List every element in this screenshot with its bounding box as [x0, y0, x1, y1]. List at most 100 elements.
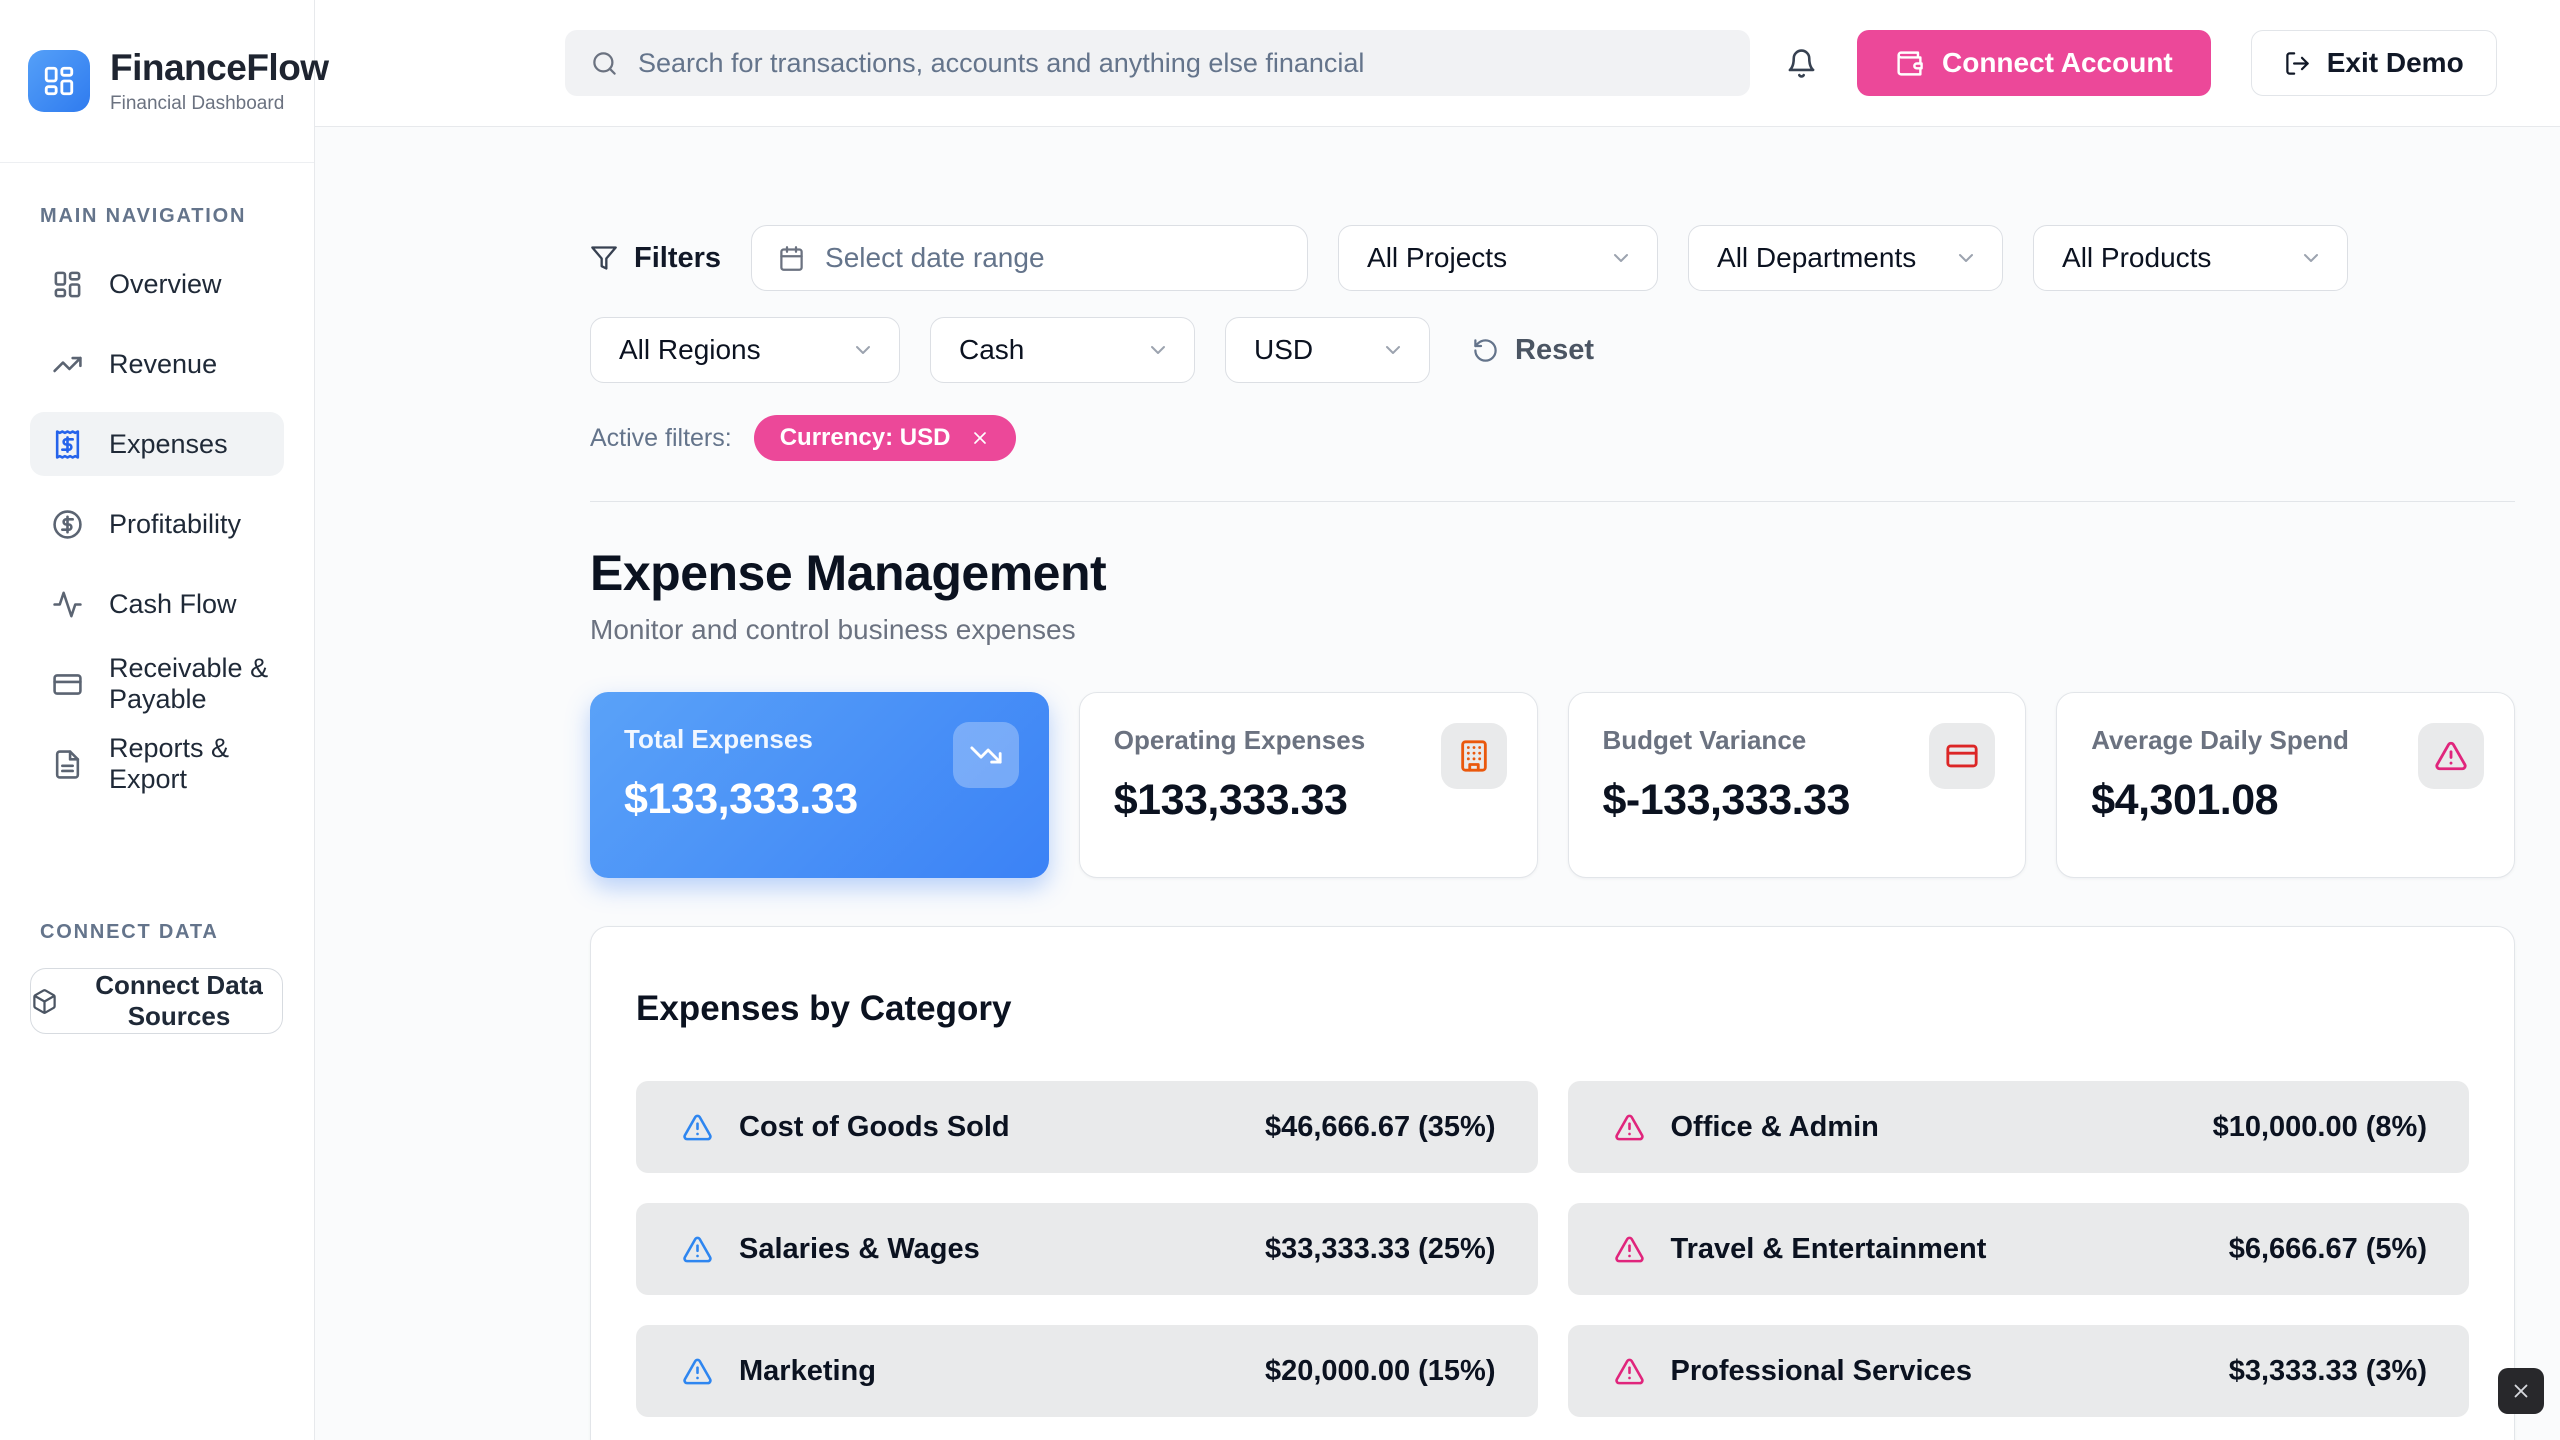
sidebar-item-revenue[interactable]: Revenue	[30, 332, 284, 396]
connect-account-label: Connect Account	[1942, 47, 2173, 78]
filter-select-all-products[interactable]: All Products	[2033, 225, 2349, 291]
filters-row-2: All Regions Cash USD Reset	[590, 317, 2515, 383]
exit-demo-button[interactable]: Exit Demo	[2250, 30, 2497, 96]
warning-icon	[1614, 1234, 1645, 1265]
chevron-down-icon	[1146, 338, 1170, 362]
sidebar-item-overview[interactable]: Overview	[30, 252, 284, 316]
sidebar-item-label: Expenses	[109, 428, 228, 459]
category-amount: $6,666.67 (5%)	[2228, 1232, 2427, 1265]
filters-title: Filters	[590, 242, 721, 275]
exit-demo-label: Exit Demo	[2326, 47, 2464, 78]
stats-grid: Total Expenses $133,333.33 Operating Expen…	[590, 692, 2515, 878]
stat-value: $133,333.33	[624, 775, 858, 823]
stat-label: Average Daily Spend	[2091, 725, 2349, 755]
warning-icon	[682, 1234, 713, 1265]
expenses-by-category-title: Expenses by Category	[636, 989, 1012, 1028]
category-amount: $33,333.33 (25%)	[1264, 1232, 1496, 1265]
page-subtitle: Monitor and control business expenses	[590, 614, 1076, 645]
layout-dashboard-icon	[42, 64, 76, 98]
credit-card-icon	[52, 669, 83, 700]
category-row-salaries-wages[interactable]: Salaries & Wages $33,333.33 (25%)	[636, 1203, 1538, 1295]
select-value: USD	[1254, 334, 1314, 365]
stat-card-budget-variance: Budget Variance $-133,333.33	[1567, 692, 2027, 878]
chevron-down-icon	[1954, 246, 1978, 270]
chip-label: Currency: USD	[779, 424, 951, 451]
filters-row-1: Filters Select date range All Projects Al…	[590, 225, 2515, 291]
sidebar-item-reports-export[interactable]: Reports & Export	[30, 732, 284, 796]
filter-select-cash[interactable]: Cash	[930, 317, 1195, 383]
category-row-cost-of-goods-sold[interactable]: Cost of Goods Sold $46,666.67 (35%)	[636, 1081, 1538, 1173]
trending-down-icon	[952, 722, 1019, 788]
search-icon	[591, 50, 618, 77]
layout-dashboard-icon	[52, 269, 83, 300]
select-value: Cash	[959, 334, 1025, 365]
logout-icon	[2284, 50, 2311, 77]
nav-section-label: Main Navigation	[40, 205, 247, 227]
brand: FinanceFlow Financial Dashboard	[0, 0, 329, 163]
connect-data-sources-button[interactable]: Connect Data Sources	[30, 968, 283, 1034]
section-divider	[590, 501, 2515, 502]
expenses-by-category-card: Expenses by Category Cost of Goods Sold $…	[590, 926, 2515, 1440]
filter-select-all-projects[interactable]: All Projects	[1338, 225, 1659, 291]
sidebar-item-label: Profitability	[109, 508, 242, 539]
date-range-placeholder: Select date range	[825, 242, 1045, 273]
sidebar-item-expenses[interactable]: Expenses	[30, 412, 284, 476]
rotate-ccw-icon	[1472, 337, 1499, 364]
search-input[interactable]	[638, 47, 1724, 79]
select-value: All Departments	[1717, 242, 1917, 273]
bell-icon[interactable]	[1786, 48, 1817, 79]
category-name: Professional Services	[1670, 1354, 1972, 1387]
category-name: Travel & Entertainment	[1670, 1232, 1987, 1265]
stat-label: Budget Variance	[1602, 725, 1807, 755]
app-logo	[28, 50, 90, 112]
connect-section-label: Connect Data	[40, 921, 219, 943]
category-name: Office & Admin	[1670, 1110, 1879, 1143]
app-subtitle: Financial Dashboard	[110, 93, 285, 114]
main-navigation: Overview Revenue Expenses Profitability Cash…	[0, 252, 314, 796]
sidebar: FinanceFlow Financial Dashboard Main Nav…	[0, 0, 329, 1440]
filter-select-all-departments[interactable]: All Departments	[1688, 225, 2004, 291]
stat-value: $133,333.33	[1113, 776, 1348, 824]
category-row-marketing[interactable]: Marketing $20,000.00 (15%)	[636, 1325, 1538, 1417]
currency-filter-chip[interactable]: Currency: USD	[753, 415, 1017, 461]
warning-icon	[1614, 1112, 1645, 1143]
category-name: Salaries & Wages	[739, 1232, 980, 1265]
category-row-office-admin[interactable]: Office & Admin $10,000.00 (8%)	[1567, 1081, 2469, 1173]
reset-label: Reset	[1515, 333, 1594, 366]
chip-close-icon[interactable]	[970, 428, 990, 448]
stat-label: Operating Expenses	[1113, 725, 1366, 755]
page-title: Expense Management	[590, 545, 1107, 601]
building-icon	[1440, 723, 1507, 789]
sidebar-item-receivable-payable[interactable]: Receivable & Payable	[30, 652, 284, 716]
filter-select-all-regions[interactable]: All Regions	[590, 317, 900, 383]
sidebar-item-label: Cash Flow	[109, 588, 237, 619]
category-name: Marketing	[739, 1354, 876, 1387]
chevron-down-icon	[851, 338, 875, 362]
category-row-professional-services[interactable]: Professional Services $3,333.33 (3%)	[1567, 1325, 2469, 1417]
search-box[interactable]	[565, 30, 1750, 96]
reset-filters-button[interactable]: Reset	[1472, 334, 1594, 367]
stat-card-average-daily-spend: Average Daily Spend $4,301.08	[2056, 692, 2515, 878]
connect-account-button[interactable]: Connect Account	[1857, 30, 2211, 96]
category-amount: $3,333.33 (3%)	[2228, 1354, 2427, 1387]
warning-icon	[682, 1112, 713, 1143]
close-icon	[2510, 1380, 2532, 1402]
app-title: FinanceFlow	[110, 47, 329, 88]
chevron-down-icon	[1381, 338, 1405, 362]
circle-dollar-icon	[52, 509, 83, 540]
select-value: All Products	[2062, 242, 2212, 273]
stat-value: $-133,333.33	[1602, 776, 1851, 824]
active-filters: Active filters: Currency: USD	[590, 415, 2515, 461]
filter-select-usd[interactable]: USD	[1225, 317, 1430, 383]
sidebar-item-cash-flow[interactable]: Cash Flow	[30, 572, 284, 636]
alert-triangle-icon	[2418, 723, 2484, 789]
warning-icon	[1614, 1356, 1645, 1387]
close-overlay-button[interactable]	[2498, 1368, 2544, 1414]
sidebar-item-profitability[interactable]: Profitability	[30, 492, 284, 556]
date-range-input[interactable]: Select date range	[751, 225, 1309, 291]
stat-label: Total Expenses	[624, 724, 813, 754]
category-row-travel-entertainment[interactable]: Travel & Entertainment $6,666.67 (5%)	[1567, 1203, 2469, 1295]
select-value: All Regions	[619, 334, 761, 365]
warning-icon	[682, 1356, 713, 1387]
active-filters-label: Active filters:	[590, 423, 732, 452]
